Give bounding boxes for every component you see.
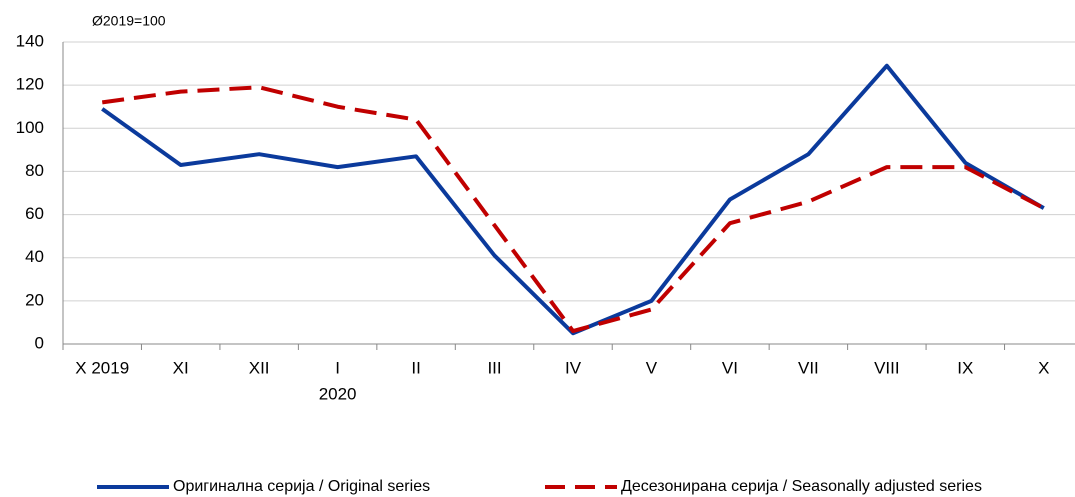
series-line [101, 85, 1045, 334]
x-tick-label: I [335, 358, 340, 377]
y-axis-label: Ø2019=100 [92, 13, 166, 29]
y-tick-label: 0 [35, 333, 44, 352]
y-tick-label: 140 [16, 31, 44, 50]
y-tick-label: 120 [16, 75, 44, 94]
x-tick-label: II [411, 358, 420, 377]
y-tick-label: 60 [25, 204, 44, 223]
x-year-label: 2020 [319, 384, 357, 403]
x-tick-label: VIII [874, 358, 900, 377]
legend-label: Оригинална серија / Original series [173, 478, 430, 495]
x-tick-label: X 2019 [75, 358, 129, 377]
x-tick-label: VII [798, 358, 819, 377]
y-tick-label: 20 [25, 290, 44, 309]
y-tick-label: 100 [16, 118, 44, 137]
x-tick-label: X [1038, 358, 1049, 377]
x-tick-label: III [487, 358, 501, 377]
x-tick-label: XI [173, 358, 189, 377]
y-tick-label: 40 [25, 247, 44, 266]
legend-label: Десезонирана серија / Seasonally adjuste… [621, 478, 982, 495]
x-tick-label: V [646, 358, 658, 377]
x-tick-label: IX [957, 358, 973, 377]
x-tick-label: VI [722, 358, 738, 377]
x-tick-label: XII [249, 358, 270, 377]
x-tick-label: IV [565, 358, 582, 377]
y-tick-label: 80 [25, 161, 44, 180]
series-line [101, 63, 1045, 336]
